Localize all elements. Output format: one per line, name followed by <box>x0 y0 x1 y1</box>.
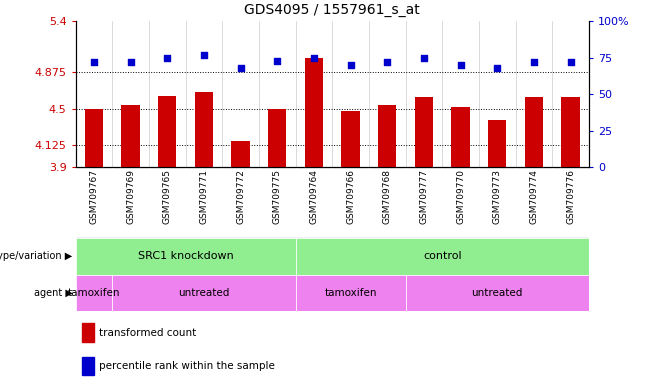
Bar <box>295 238 589 275</box>
Text: SRC1 knockdown: SRC1 knockdown <box>138 251 234 262</box>
Point <box>455 62 466 68</box>
Bar <box>82 357 94 375</box>
Bar <box>295 275 405 311</box>
Text: GSM709772: GSM709772 <box>236 169 245 224</box>
Bar <box>305 58 323 167</box>
Bar <box>85 109 103 167</box>
Text: GSM709768: GSM709768 <box>383 169 392 224</box>
Bar <box>113 275 295 311</box>
Bar <box>415 97 433 167</box>
Text: GSM709765: GSM709765 <box>163 169 172 224</box>
Bar <box>524 97 543 167</box>
Bar <box>488 120 507 167</box>
Point <box>272 58 282 64</box>
Point <box>418 55 429 61</box>
Point <box>382 59 393 65</box>
Point <box>126 59 136 65</box>
Point <box>89 59 99 65</box>
Text: GSM709774: GSM709774 <box>530 169 538 224</box>
Bar <box>405 275 589 311</box>
Text: agent ▶: agent ▶ <box>34 288 72 298</box>
Point <box>162 55 172 61</box>
Bar <box>378 105 396 167</box>
Text: GSM709775: GSM709775 <box>273 169 282 224</box>
Text: tamoxifen: tamoxifen <box>68 288 120 298</box>
Text: GSM709771: GSM709771 <box>199 169 209 224</box>
Bar <box>232 141 250 167</box>
Point <box>236 65 246 71</box>
Point <box>309 55 319 61</box>
Text: control: control <box>423 251 461 262</box>
Text: untreated: untreated <box>178 288 230 298</box>
Bar <box>122 105 139 167</box>
Bar <box>268 109 286 167</box>
Text: GSM709766: GSM709766 <box>346 169 355 224</box>
Text: GSM709776: GSM709776 <box>566 169 575 224</box>
Point <box>199 51 209 58</box>
Text: untreated: untreated <box>472 288 523 298</box>
Point <box>528 59 539 65</box>
Text: genotype/variation ▶: genotype/variation ▶ <box>0 251 72 262</box>
Bar <box>76 275 113 311</box>
Text: percentile rank within the sample: percentile rank within the sample <box>99 361 274 371</box>
Point <box>492 65 503 71</box>
Bar <box>342 111 360 167</box>
Text: GSM709764: GSM709764 <box>309 169 318 224</box>
Title: GDS4095 / 1557961_s_at: GDS4095 / 1557961_s_at <box>244 3 420 17</box>
Bar <box>195 92 213 167</box>
Point <box>565 59 576 65</box>
Bar <box>561 97 580 167</box>
Point <box>345 62 356 68</box>
Text: tamoxifen: tamoxifen <box>324 288 377 298</box>
Bar <box>158 96 176 167</box>
Text: transformed count: transformed count <box>99 328 196 338</box>
Text: GSM709777: GSM709777 <box>419 169 428 224</box>
Text: GSM709767: GSM709767 <box>89 169 99 224</box>
Bar <box>451 107 470 167</box>
Text: GSM709769: GSM709769 <box>126 169 135 224</box>
Text: GSM709770: GSM709770 <box>456 169 465 224</box>
Bar <box>82 323 94 342</box>
Text: GSM709773: GSM709773 <box>493 169 502 224</box>
Bar <box>76 238 295 275</box>
